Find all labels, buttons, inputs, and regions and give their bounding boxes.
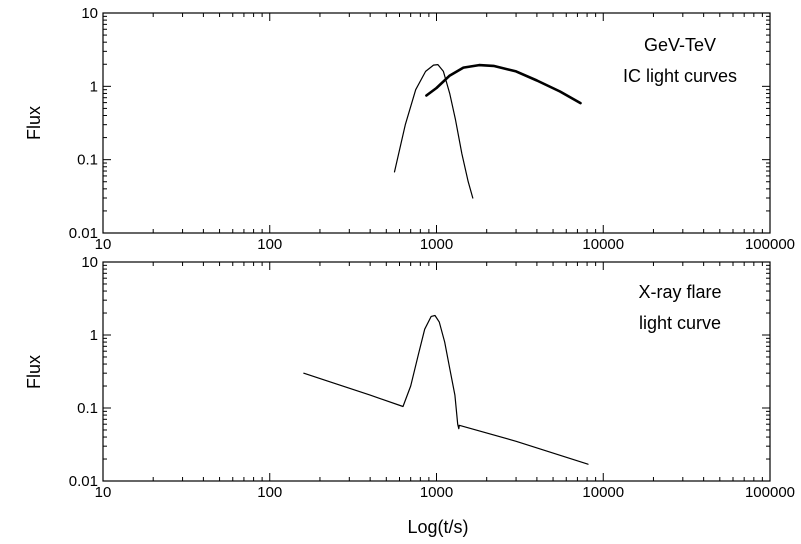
x-axis-label: Log(t/s) <box>407 517 468 537</box>
annotation-text: GeV-TeV <box>644 35 716 55</box>
series-line <box>303 314 589 465</box>
x-tick-label: 100000 <box>745 236 795 253</box>
annotation-text: X-ray flare <box>638 282 721 302</box>
y-tick-label: 1 <box>90 327 98 344</box>
y-tick-label: 1 <box>90 78 98 95</box>
x-tick-label: 100 <box>257 484 282 501</box>
y-tick-label: 0.1 <box>77 152 98 169</box>
x-tick-label: 1000 <box>420 484 453 501</box>
y-tick-label: 0.1 <box>77 400 98 417</box>
series-line <box>425 63 582 105</box>
x-tick-label: 10 <box>95 236 112 253</box>
y-axis-label: Flux <box>24 106 44 140</box>
y-axis-label: Flux <box>24 355 44 389</box>
top-panel: 10 100 1000 10000 100000 0.01 0.1 1 10 Flux GeV-Te… <box>24 5 795 253</box>
x-tick-label: 10 <box>95 484 112 501</box>
bottom-panel: 10 100 1000 10000 100000 0.01 0.1 1 10 Flux X-ray … <box>24 254 795 501</box>
y-tick-label: 0.01 <box>69 225 98 242</box>
annotation-text: light curve <box>639 313 721 333</box>
x-tick-label: 10000 <box>582 236 624 253</box>
y-tick-label: 10 <box>81 254 98 271</box>
x-tick-label: 100 <box>257 236 282 253</box>
x-tick-label: 1000 <box>420 236 453 253</box>
series-line <box>393 63 474 199</box>
y-tick-label: 10 <box>81 5 98 22</box>
annotation-text: IC light curves <box>623 66 737 86</box>
y-tick-label: 0.01 <box>69 473 98 490</box>
x-tick-label: 100000 <box>745 484 795 501</box>
x-tick-label: 10000 <box>582 484 624 501</box>
